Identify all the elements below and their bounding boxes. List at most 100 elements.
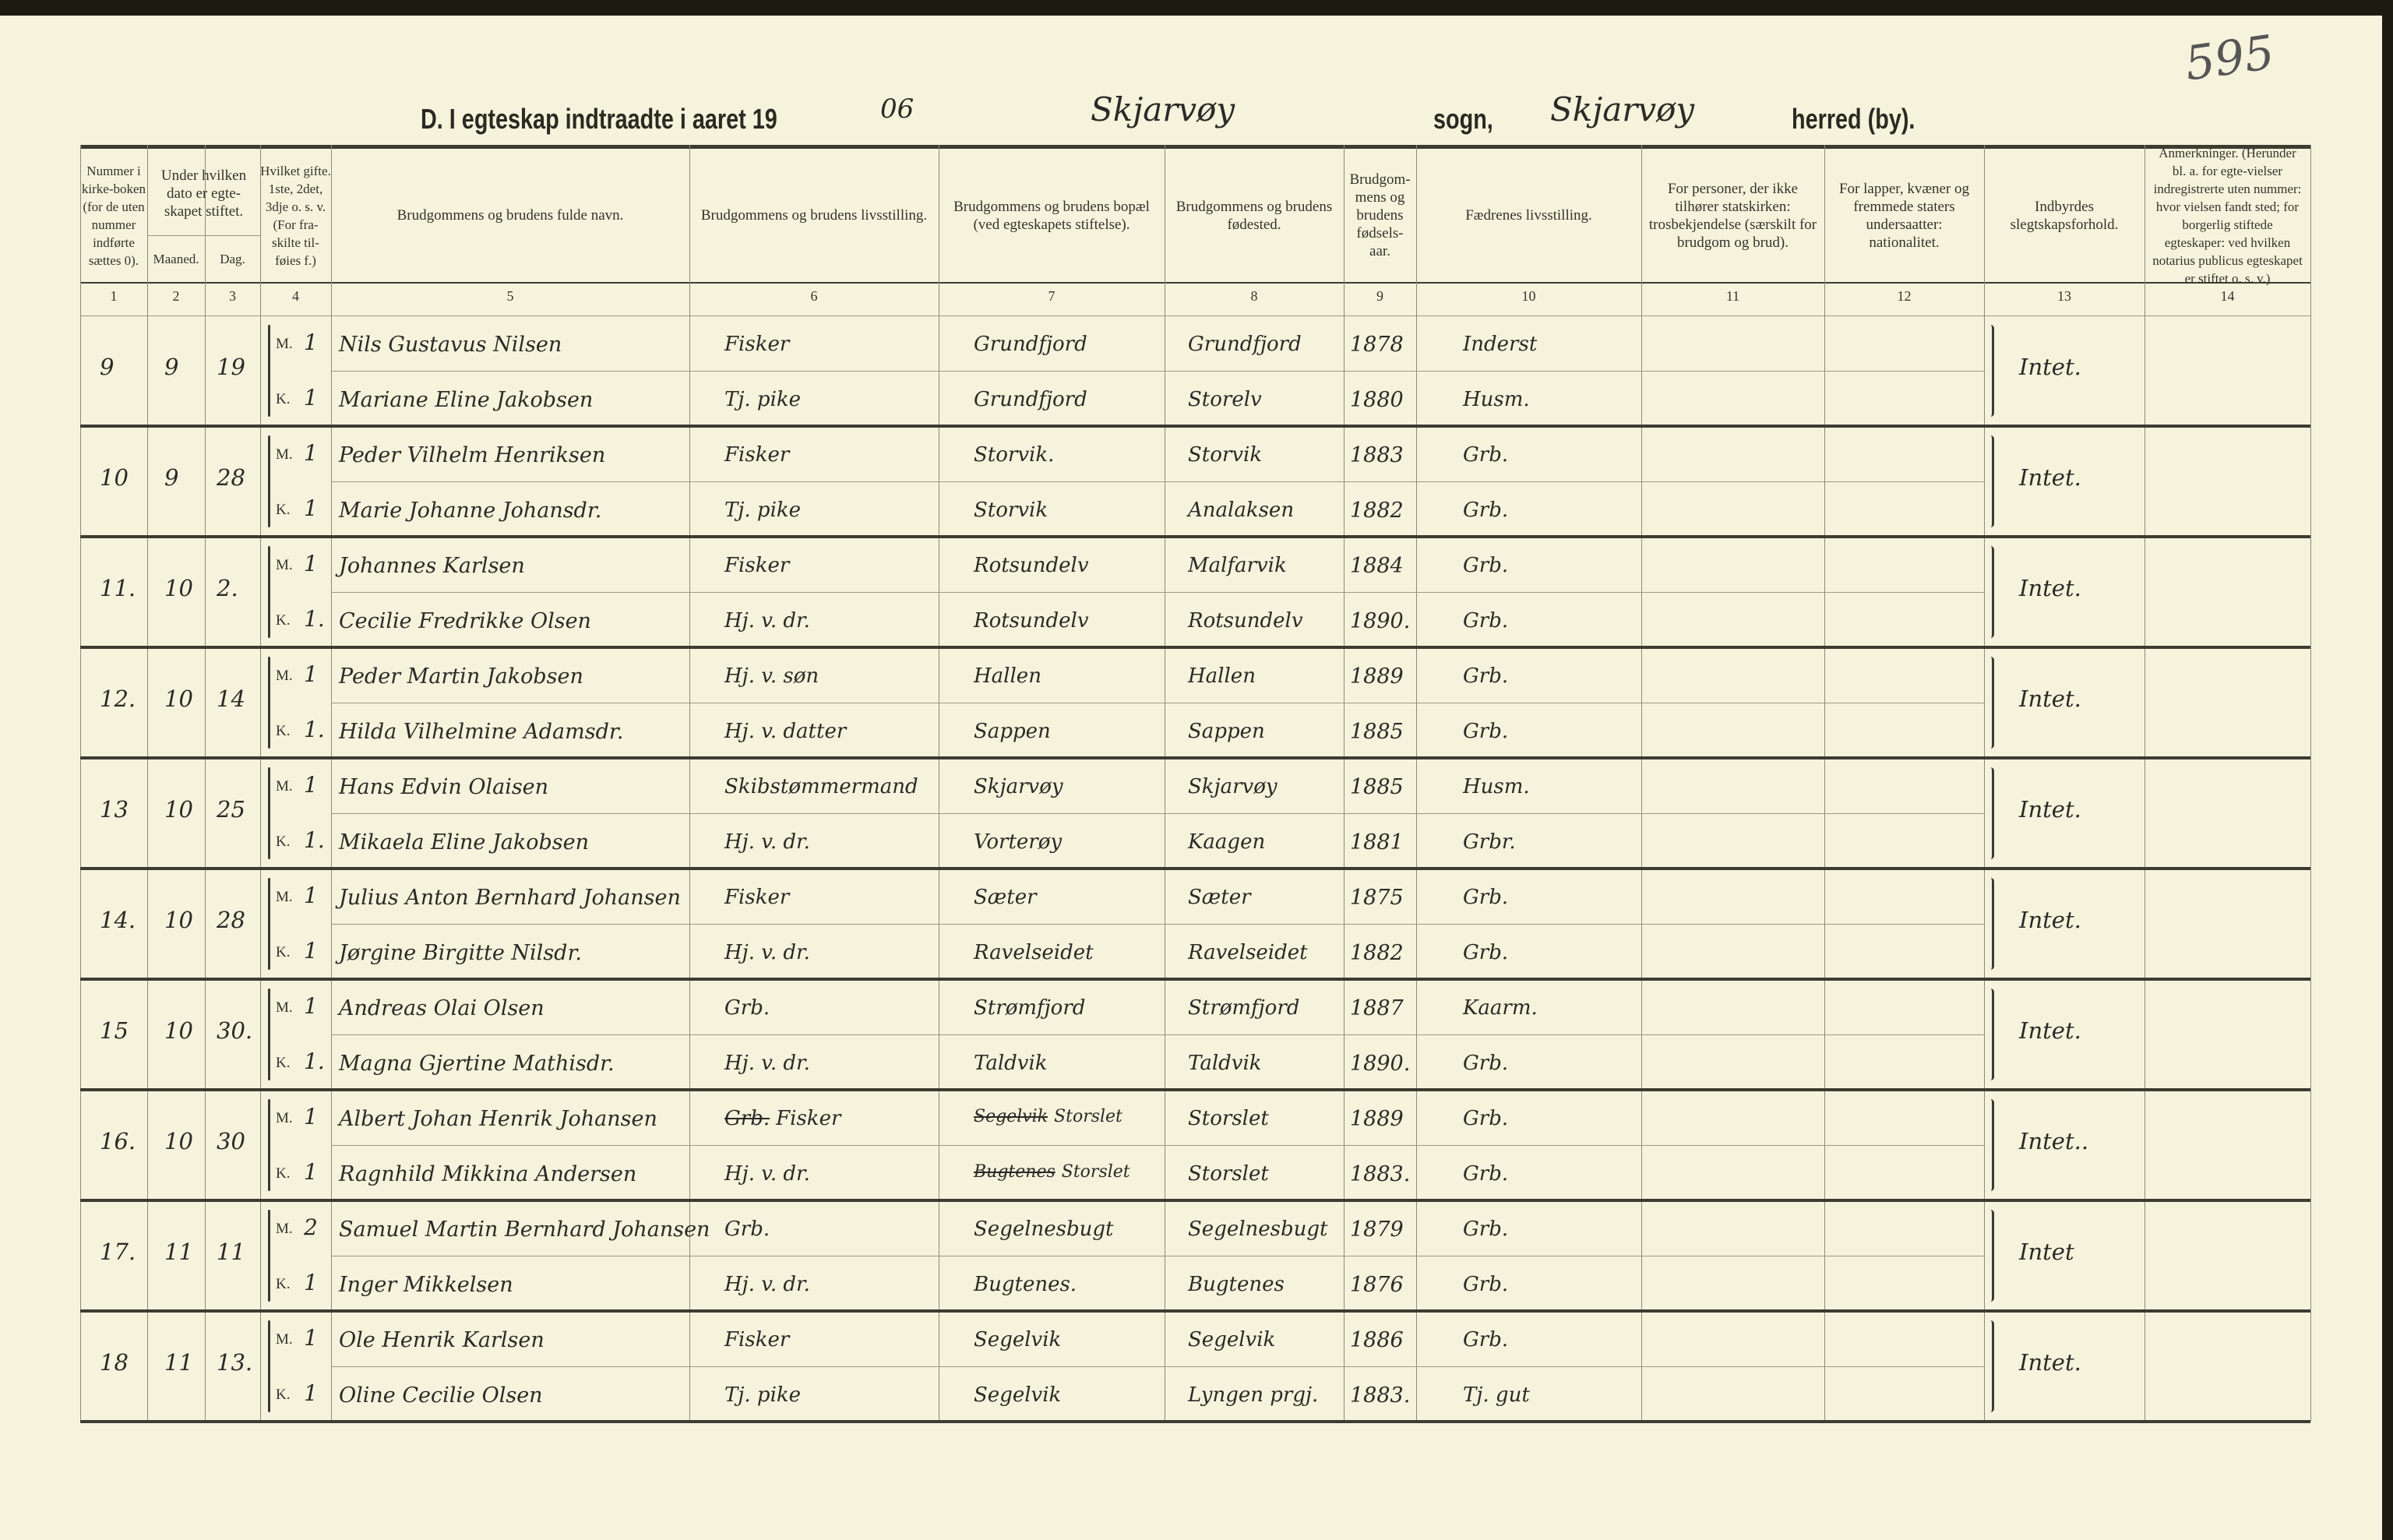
column-divider [2310, 145, 2311, 1422]
marriage-number: 1 [304, 440, 318, 466]
entry-number: 12. [100, 685, 136, 712]
person-name: Hans Edvin Olaisen [339, 775, 549, 799]
brace-icon [268, 325, 270, 417]
column-divider [1416, 145, 1417, 1422]
birth-year: 1889 [1350, 1107, 1404, 1131]
residence: Sappen [974, 720, 1051, 743]
birthplace: Storslet [1188, 1107, 1269, 1130]
birthplace: Segelnesbugt [1188, 1218, 1328, 1241]
entry-day: 30. [217, 1017, 253, 1044]
entry-separator [80, 1420, 2310, 1423]
column-header-date-group: Under hvilken dato er egte-skapet stifte… [160, 167, 247, 220]
entry-month: 10 [164, 796, 193, 823]
person-separator [331, 1034, 1984, 1035]
father-occupation: Grb. [1463, 1052, 1509, 1075]
brace-icon [1987, 988, 1994, 1080]
marriage-number: 1. [304, 827, 325, 853]
column-header-8: Brudgommens og brudens fødested. [1175, 198, 1333, 233]
birthplace: Storvik [1188, 443, 1263, 467]
entry-separator [80, 1199, 2310, 1202]
occupation-text: Hj. v. dr. [724, 941, 810, 964]
page-number: 595 [2181, 25, 2278, 92]
residence: Rotsundelv [974, 609, 1089, 633]
person-name: Mariane Eline Jakobsen [339, 388, 594, 412]
brace-icon [1987, 546, 1994, 638]
residence-text: Segelvik [974, 1328, 1062, 1351]
birthplace: Kaagen [1188, 830, 1266, 854]
relationship-value: Intet.. [2019, 1128, 2089, 1154]
occupation: Grb. Fisker [724, 1107, 841, 1130]
occupation: Tj. pike [724, 388, 801, 411]
residence-text: Storslet [1061, 1162, 1130, 1182]
occupation-text: Hj. v. dr. [724, 830, 810, 854]
parish-name: Skjarvøy [1091, 90, 1235, 129]
entry-separator [80, 867, 2310, 870]
person-name: Johannes Karlsen [339, 554, 525, 578]
birth-year: 1881 [1350, 830, 1404, 855]
person-name: Andreas Olai Olsen [339, 996, 545, 1020]
relationship-value: Intet. [2019, 796, 2081, 823]
father-occupation: Grb. [1463, 1273, 1509, 1296]
birthplace: Ravelseidet [1188, 941, 1308, 964]
residence: Hallen [974, 664, 1041, 688]
person-name: Peder Vilhelm Henriksen [339, 443, 606, 467]
occupation: Hj. v. dr. [724, 1162, 810, 1186]
residence: Vorterøy [974, 830, 1062, 854]
column-divider [1984, 145, 1985, 1422]
column-divider [147, 145, 148, 1422]
person-name: Marie Johanne Johansdr. [339, 499, 602, 523]
birth-year: 1890. [1350, 1052, 1411, 1076]
entry-number: 18 [100, 1349, 129, 1376]
relationship-value: Intet [2019, 1239, 2074, 1265]
occupation: Hj. v. dr. [724, 1052, 810, 1075]
residence-text: Ravelseidet [974, 941, 1094, 964]
entry-day: 11 [217, 1239, 245, 1265]
person-separator [331, 481, 1984, 482]
birth-year: 1879 [1350, 1218, 1404, 1242]
entry-day: 28 [217, 907, 245, 933]
birthplace: Analaksen [1188, 499, 1295, 522]
person-name: Cecilie Fredrikke Olsen [339, 609, 591, 633]
entry-number: 10 [100, 464, 129, 491]
column-header-7: Brudgommens og brudens bopæl (ved egtesk… [953, 198, 1150, 233]
marriage-number: 1 [304, 772, 318, 798]
column-header-11: For personer, der ikke tilhører statskir… [1648, 180, 1817, 251]
sex-marker: M. [276, 336, 293, 352]
entry-month: 11 [164, 1349, 193, 1376]
father-occupation: Grb. [1463, 554, 1509, 577]
occupation-text: Fisker [776, 1107, 841, 1130]
column-number: 8 [1250, 288, 1258, 304]
occupation: Hj. v. dr. [724, 609, 810, 633]
residence-text: Storslet [1054, 1107, 1122, 1126]
person-separator [331, 924, 1984, 925]
occupation: Hj. v. datter [724, 720, 846, 743]
marriage-number: 1 [304, 1270, 318, 1295]
residence-text: Grundfjord [974, 333, 1087, 356]
residence: Grundfjord [974, 333, 1087, 356]
sex-marker: M. [276, 1331, 293, 1348]
father-occupation: Grbr. [1463, 830, 1516, 854]
column-divider [1344, 145, 1345, 1422]
entry-day: 25 [217, 796, 245, 823]
column-divider [1641, 145, 1642, 1422]
person-name: Oline Cecilie Olsen [339, 1383, 543, 1408]
entry-day: 2. [217, 575, 238, 601]
sex-marker: K. [276, 391, 291, 407]
person-name: Ragnhild Mikkina Andersen [339, 1162, 637, 1186]
father-occupation: Tj. gut [1463, 1383, 1530, 1407]
entry-month: 10 [164, 907, 193, 933]
birthplace: Grundfjord [1188, 333, 1302, 356]
residence-struck: Bugtenes [974, 1162, 1056, 1182]
father-occupation: Grb. [1463, 443, 1509, 467]
birthplace: Lyngen prgj. [1188, 1383, 1319, 1407]
residence: Segelvik Storslet [974, 1107, 1122, 1126]
column-header-14: Anmerkninger. (Herunder bl. a. for egte-… [2152, 145, 2303, 286]
sex-marker: M. [276, 1221, 293, 1237]
column-divider [205, 145, 206, 1422]
residence-text: Rotsundelv [974, 554, 1089, 577]
entry-number: 9 [100, 354, 115, 380]
entry-separator [80, 1309, 2310, 1313]
person-separator [331, 371, 1984, 372]
sex-marker: M. [276, 446, 293, 463]
brace-icon [1987, 325, 1994, 417]
